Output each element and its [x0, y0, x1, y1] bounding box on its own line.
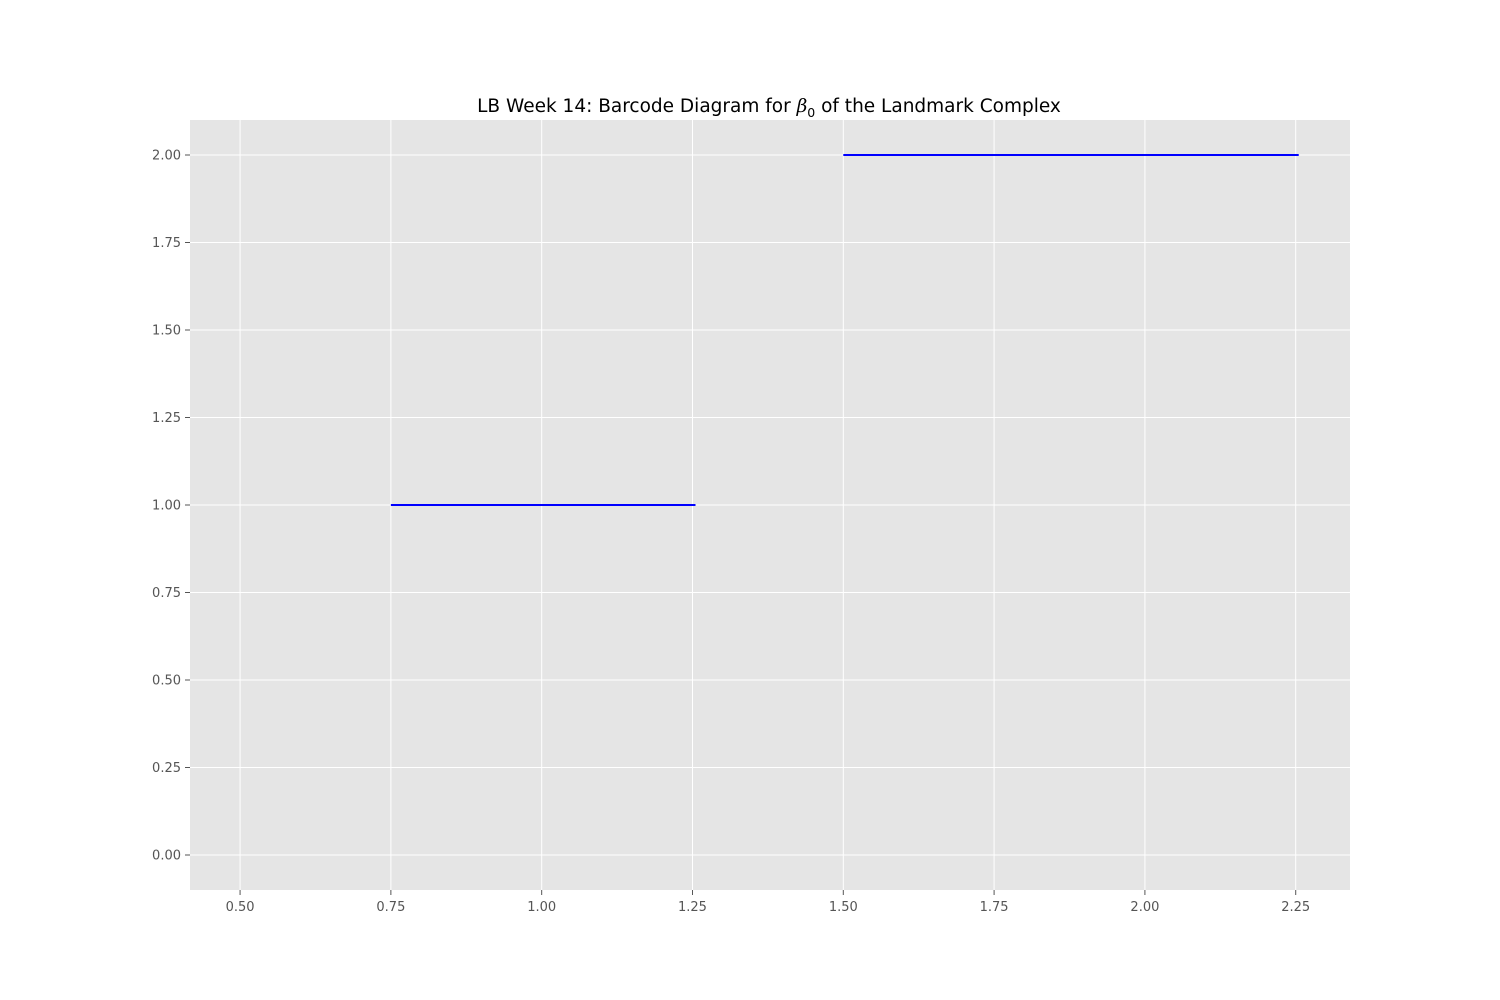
grid-lines: [190, 120, 1350, 890]
title-symbol: β: [796, 96, 808, 117]
title-suffix: of the Landmark Complex: [815, 96, 1061, 117]
y-tick-label: 0.75: [152, 586, 181, 601]
barcode-bars: [390, 154, 1299, 506]
y-tick-label: 1.25: [152, 411, 181, 426]
y-tick-label: 1.50: [152, 324, 181, 339]
x-tick-label: 2.25: [1281, 900, 1310, 915]
title-prefix: LB Week 14: Barcode Diagram for: [477, 96, 796, 117]
x-tick-label: 2.00: [1130, 900, 1159, 915]
y-tick-label: 1.00: [152, 499, 181, 514]
x-tick-label: 0.75: [376, 900, 405, 915]
y-tick-label: 2.00: [152, 149, 181, 164]
chart-title: LB Week 14: Barcode Diagram for β0 of th…: [477, 96, 1061, 120]
title-subscript: 0: [807, 105, 815, 120]
y-tick-label: 0.25: [152, 761, 181, 776]
axis-ticks: 0.50 0.75 1.00 1.25 1.50 1.75 2.00 2.25 0.00 0.25…: [152, 149, 1310, 916]
x-tick-label: 1.75: [980, 900, 1009, 915]
y-tick-label: 0.00: [152, 849, 181, 864]
x-tick-label: 1.25: [678, 900, 707, 915]
x-tick-label: 1.50: [829, 900, 858, 915]
y-tick-label: 1.75: [152, 236, 181, 251]
x-tick-label: 0.50: [226, 900, 255, 915]
x-tick-label: 1.00: [527, 900, 556, 915]
y-tick-label: 0.50: [152, 674, 181, 689]
